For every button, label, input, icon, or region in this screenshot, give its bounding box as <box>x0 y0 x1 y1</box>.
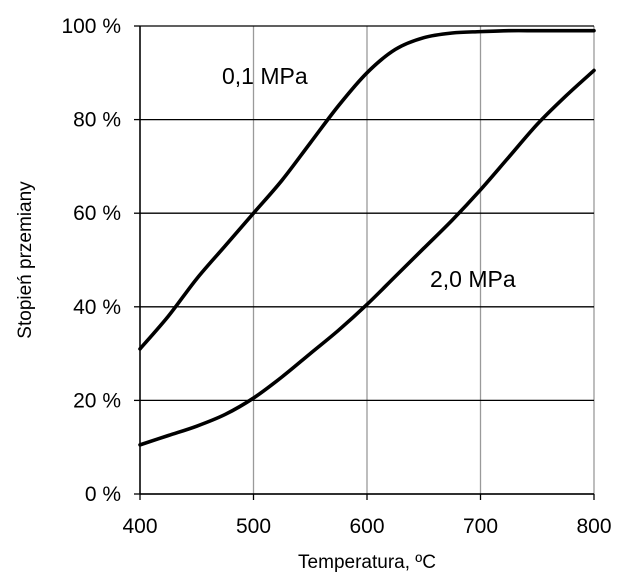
y-tick-label-0: 0 % <box>85 483 121 506</box>
x-tick-label-0: 400 <box>122 515 157 538</box>
y-tick-label-3: 60 % <box>73 202 121 225</box>
x-axis-title: Temperatura, ºC <box>298 552 436 573</box>
y-tick-label-4: 80 % <box>73 109 121 132</box>
series-line-0 <box>138 28 596 351</box>
y-axis-title: Stopień przemiany <box>15 181 36 339</box>
series-label-0-1-mpa: 0,1 MPa <box>222 63 308 89</box>
grid <box>139 25 595 495</box>
x-tick-label-2: 600 <box>349 515 384 538</box>
y-tick-label-5: 100 % <box>61 15 121 38</box>
x-tick-label-3: 700 <box>463 515 498 538</box>
x-tick-label-1: 500 <box>236 515 271 538</box>
y-tick-label-1: 20 % <box>73 389 121 412</box>
x-tick-label-4: 800 <box>576 515 611 538</box>
y-tick-label-2: 40 % <box>73 296 121 319</box>
ticks: 400 500 600 700 800 0 % 20 % 40 % 60 % 80 % 100 % <box>61 15 611 538</box>
series-layer <box>138 28 596 447</box>
series-line-1 <box>138 68 596 447</box>
series-label-2-0-mpa: 2,0 MPa <box>430 266 516 292</box>
